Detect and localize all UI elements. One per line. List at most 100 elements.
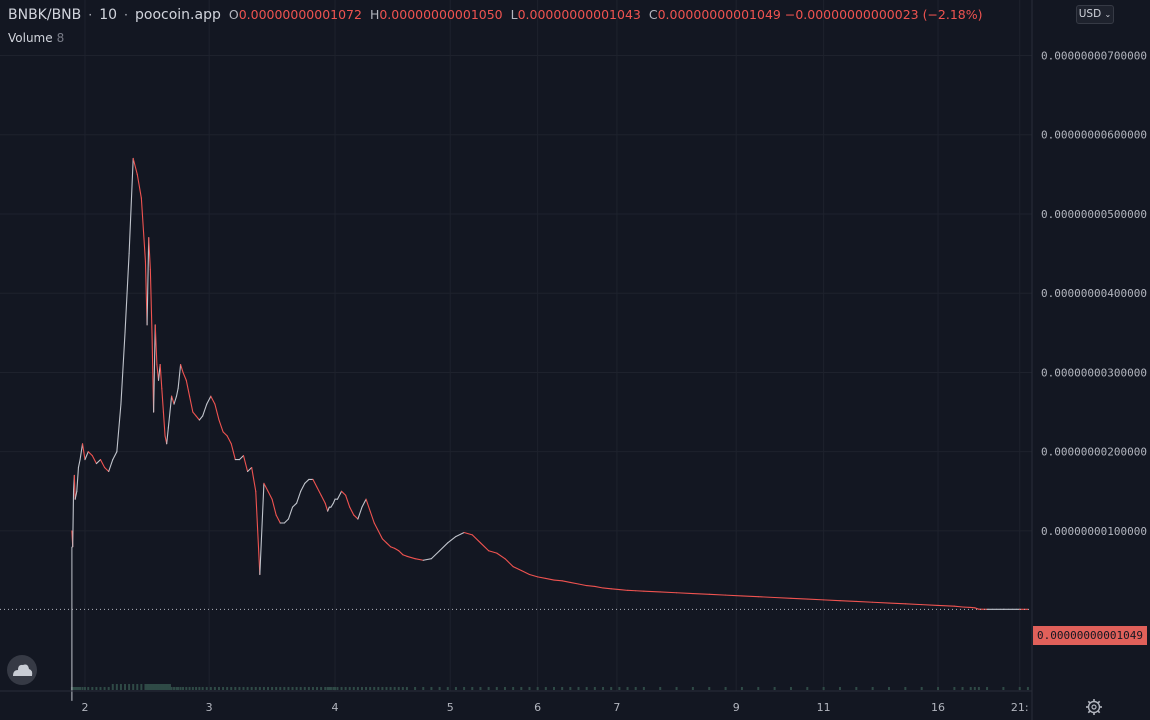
volume-bar [691, 687, 694, 690]
price-segment [888, 602, 906, 605]
price-segment [267, 490, 273, 500]
volume-bar [937, 687, 940, 690]
volume-bar [377, 687, 380, 690]
volume-bar [340, 687, 343, 690]
volume-bar [381, 687, 384, 690]
volume-bar [724, 687, 727, 690]
volume-bar [454, 687, 457, 690]
x-tick-label: 6 [534, 701, 541, 714]
volume-bar [111, 684, 114, 690]
price-segment [569, 581, 580, 585]
x-tick-label: 16 [931, 701, 945, 714]
y-tick-label: 0.00000000200000 [1041, 446, 1147, 459]
volume-bar [789, 687, 792, 690]
close-label: C [648, 7, 658, 22]
volume-bar [179, 687, 182, 690]
price-axis[interactable]: 0.00000000700000 0.00000000600000 0.000000… [1041, 49, 1147, 537]
price-segment [296, 490, 302, 504]
price-segment [676, 592, 694, 595]
volume-bar [165, 684, 168, 690]
volume-bar [254, 687, 257, 690]
volume-bar [246, 687, 249, 690]
price-segment [169, 395, 173, 413]
price-segment [377, 530, 383, 540]
volume-bar [438, 687, 441, 690]
low-value: 0.00000000001043 [517, 7, 641, 22]
price-segment [104, 466, 110, 473]
volume-bar [1002, 687, 1005, 690]
volume-bar [422, 687, 425, 690]
volume-bar [128, 684, 131, 690]
price-segment [488, 550, 498, 554]
price-segment [108, 459, 114, 473]
volume-bar [463, 687, 466, 690]
currency-button[interactable]: USD ⌄ [1076, 5, 1114, 24]
volume-bar [512, 687, 515, 690]
price-segment [242, 455, 249, 473]
y-tick-label: 0.00000000600000 [1041, 129, 1147, 142]
price-segment [304, 478, 310, 484]
price-segment [259, 482, 265, 576]
price-segment [904, 603, 923, 606]
volume-bar [79, 687, 82, 690]
gear-icon[interactable] [1085, 698, 1103, 716]
volume-bar [569, 687, 572, 690]
price-segment [855, 600, 874, 603]
price-segment [398, 550, 404, 556]
price-segment [154, 324, 158, 366]
volume-bar [124, 684, 127, 690]
price-segment [349, 506, 355, 516]
volume-bar [495, 687, 498, 690]
y-tick-label: 0.00000000400000 [1041, 287, 1147, 300]
price-segment [369, 510, 375, 524]
price-segment [185, 379, 191, 397]
volume-bar [552, 687, 555, 690]
volume-bar [170, 687, 173, 690]
volume-bar [119, 684, 122, 690]
volume-bar [75, 687, 78, 690]
price-segment [385, 542, 392, 548]
interval[interactable]: 10 [99, 7, 118, 23]
volume-bar [152, 684, 155, 690]
volume-bar [217, 687, 220, 690]
poocoin-logo-icon[interactable] [7, 655, 37, 685]
time-axis[interactable]: 2 3 4 5 6 7 9 11 16 21: [81, 701, 1028, 714]
volume-bar [95, 687, 98, 690]
volume-bar [328, 687, 331, 690]
volume-bar [74, 687, 77, 690]
volume-bar [871, 687, 874, 690]
grid [0, 0, 1032, 691]
symbol-name[interactable]: BNBK/BNB [8, 7, 82, 23]
price-segment [128, 157, 134, 255]
volume-bar [238, 687, 241, 690]
volume-bar [561, 687, 564, 690]
price-segment [195, 415, 200, 421]
price-segment [161, 387, 164, 413]
volume-bar [642, 687, 645, 690]
volume-bar [977, 687, 980, 690]
chevron-down-icon: ⌄ [1104, 10, 1112, 19]
price-segment [327, 506, 330, 512]
volume-bar [1018, 687, 1021, 690]
volume-bar [610, 687, 613, 690]
price-segment [275, 514, 281, 524]
price-segment [561, 580, 571, 583]
volume-bar [159, 684, 162, 690]
volume-bar [83, 687, 86, 690]
price-segment [512, 566, 522, 572]
volume-bar [267, 687, 270, 690]
volume-bar [157, 684, 160, 690]
volume-legend[interactable]: Volume 8 [8, 31, 64, 45]
price-segment [345, 494, 351, 508]
volume-bar [708, 687, 711, 690]
volume-bar [164, 684, 167, 690]
price-segment [312, 478, 318, 488]
price-segment [206, 395, 212, 405]
volume-bar [103, 687, 106, 690]
volume-bar [77, 687, 80, 690]
volume-bar [365, 687, 368, 690]
separator-dot: · [124, 7, 129, 22]
volume-bar [904, 687, 907, 690]
